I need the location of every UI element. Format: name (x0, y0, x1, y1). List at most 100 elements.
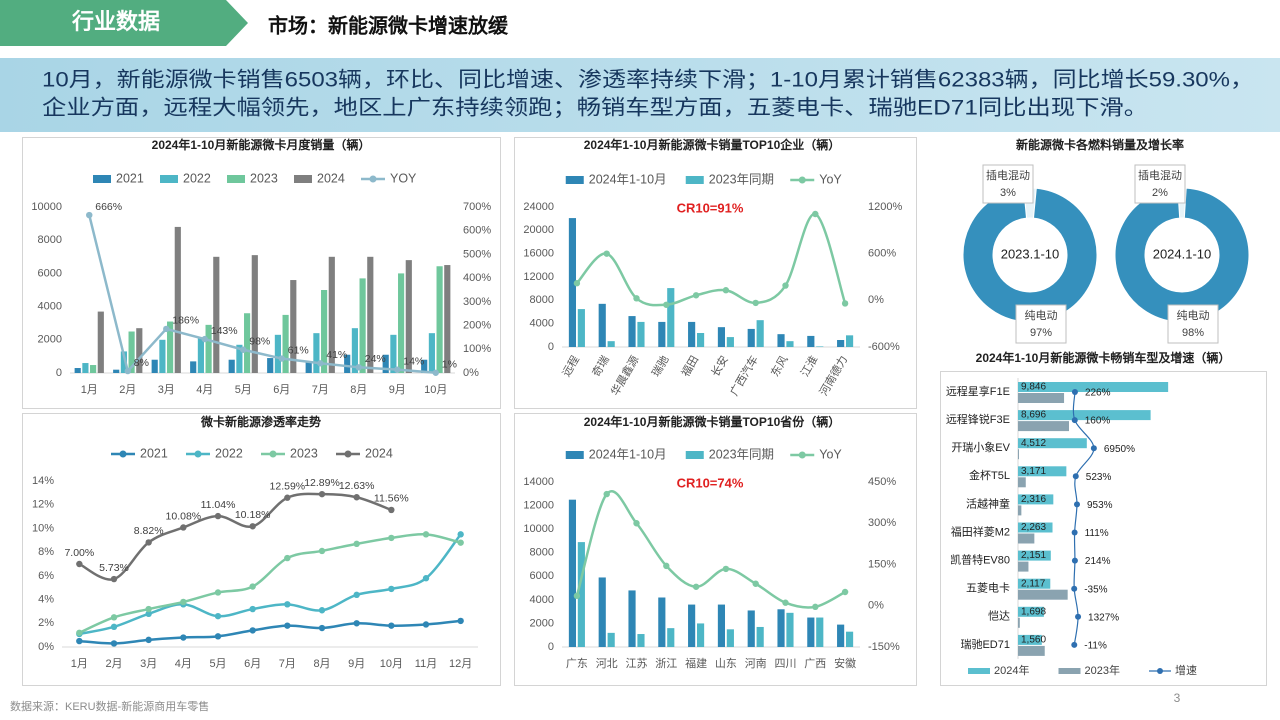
bar (607, 632, 615, 647)
bar (717, 327, 726, 347)
bar (628, 590, 636, 647)
bar (151, 359, 158, 373)
y-tick-label: 14% (32, 475, 54, 487)
y2-tick-label: -150% (868, 641, 900, 653)
bar (845, 631, 854, 647)
y-tick-label: 远程锋锐F3E (946, 412, 1010, 426)
bar (1018, 522, 1053, 533)
y-tick-label: 20000 (523, 224, 554, 236)
data-label: 953% (1087, 500, 1113, 511)
data-label: 111% (1085, 528, 1109, 539)
line-marker (722, 565, 730, 573)
line (575, 490, 846, 609)
x-tick-label: 8月 (350, 384, 367, 396)
page-title: 市场：新能源微卡增速放缓 (268, 13, 509, 37)
line-marker (145, 539, 152, 546)
line-marker (318, 624, 326, 632)
line-marker (318, 490, 326, 498)
y-tick-label: 8% (38, 546, 54, 558)
legend-swatch (294, 175, 312, 183)
y-tick-label: 2000 (530, 617, 554, 629)
legend-label: 2023 (290, 446, 318, 460)
bar (1018, 533, 1035, 544)
bar (167, 321, 174, 373)
data-label: 186% (172, 315, 199, 327)
bar (159, 339, 166, 373)
y-tick-label: 12000 (523, 271, 554, 283)
line-marker (1071, 529, 1078, 536)
summary-line: 10月，新能源微卡销售6503辆，环比、同比增速、渗透率持续下滑；1-10月累计… (42, 69, 1254, 92)
line-marker (317, 360, 324, 367)
line-marker (86, 211, 93, 219)
x-tick-label: 9月 (389, 384, 406, 396)
line-marker (603, 490, 610, 498)
line-marker (214, 612, 222, 620)
x-tick-label: 7月 (312, 384, 329, 396)
y2-tick-label: 0% (868, 294, 884, 306)
bar (1018, 393, 1065, 403)
data-label: 2,316 (1021, 494, 1046, 505)
data-label: 12.59% (270, 480, 306, 492)
x-tick-label: 11月 (415, 658, 437, 670)
bar (90, 365, 97, 373)
x-tick-label: 7月 (279, 658, 296, 670)
section-tag-shape (0, 0, 248, 46)
line-marker (145, 636, 152, 644)
y-tick-label: 2% (38, 617, 54, 629)
x-tick-label: 1月 (81, 384, 98, 396)
bar (1018, 449, 1019, 460)
line-marker (394, 366, 401, 373)
y-tick-label: 4000 (38, 301, 62, 313)
line-marker (663, 562, 670, 570)
bar (1018, 634, 1042, 645)
y-tick-label: 10000 (523, 523, 554, 535)
data-label: 12.63% (339, 480, 375, 492)
data-label: 11.04% (201, 499, 236, 511)
bar (786, 341, 794, 347)
line-marker (663, 301, 670, 308)
data-label: 226% (1085, 388, 1111, 399)
x-tick-label: 山东 (715, 657, 737, 670)
bar (1018, 561, 1029, 572)
line-marker (201, 335, 208, 343)
x-tick-label: 广东 (566, 657, 588, 670)
x-tick-label: 5月 (209, 658, 226, 670)
y-tick-label: 6000 (38, 267, 62, 279)
legend-swatch (1157, 668, 1163, 674)
x-tick-label: 四川 (775, 658, 797, 670)
legend-label: YoY (819, 447, 842, 461)
legend-swatch (968, 668, 990, 674)
data-label: 11.56% (374, 493, 409, 505)
line-marker (249, 583, 256, 590)
x-tick-label: 安徽 (834, 656, 856, 670)
bar (313, 333, 320, 373)
x-tick-label: 5月 (235, 384, 252, 396)
summary-band (0, 58, 1280, 132)
y-tick-label: 福田祥菱M2 (951, 524, 1010, 538)
bar (190, 361, 197, 373)
y2-tick-label: 300% (868, 517, 896, 529)
bar (1018, 421, 1070, 432)
x-tick-label: 3月 (158, 384, 175, 396)
line-marker (603, 250, 610, 257)
data-label: 2,151 (1021, 550, 1046, 561)
y-tick-label: 8000 (530, 547, 554, 559)
line-marker (752, 580, 759, 587)
line-marker (355, 364, 362, 371)
data-label: 10.18% (235, 509, 271, 521)
bar (1018, 477, 1026, 488)
bar (1018, 505, 1022, 516)
y-tick-label: 远程星享F1E (946, 384, 1010, 398)
data-label: 1% (442, 359, 457, 371)
bar (274, 334, 281, 373)
callout-category: 插电混动 (1138, 168, 1182, 182)
data-label: 24% (365, 353, 386, 365)
bar (807, 617, 815, 647)
bar (688, 604, 696, 647)
line-marker (214, 633, 222, 640)
bar (421, 359, 428, 373)
line-marker (76, 637, 83, 645)
chart-title: 新能源微卡各燃料销量及增长率 (1016, 137, 1184, 152)
data-label: 41% (326, 349, 347, 361)
